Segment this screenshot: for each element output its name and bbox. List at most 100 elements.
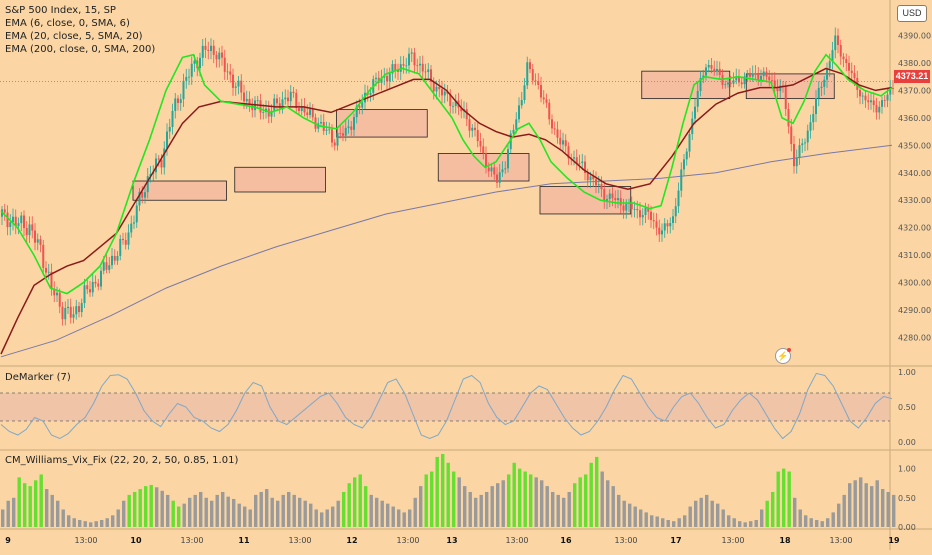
candle-body[interactable] [883, 100, 886, 101]
candle-body[interactable] [861, 95, 864, 97]
candle-body[interactable] [619, 198, 622, 206]
vix-fix-bar[interactable] [314, 509, 318, 527]
candle-body[interactable] [80, 303, 83, 313]
vix-fix-bar[interactable] [45, 489, 49, 527]
candle-body[interactable] [784, 85, 787, 109]
vix-fix-bar[interactable] [798, 509, 802, 527]
vix-fix-bar[interactable] [149, 484, 153, 527]
candle-body[interactable] [845, 59, 848, 64]
vix-fix-bar[interactable] [397, 509, 401, 527]
candle-body[interactable] [435, 86, 438, 92]
candle-body[interactable] [229, 71, 232, 75]
vix-fix-bar[interactable] [782, 468, 786, 527]
vix-fix-bar[interactable] [677, 518, 681, 527]
candle-body[interactable] [793, 144, 795, 167]
vix-fix-bar[interactable] [430, 471, 434, 527]
vix-fix-bar[interactable] [650, 515, 654, 527]
candle-body[interactable] [67, 306, 69, 309]
vix-fix-bar[interactable] [457, 477, 461, 527]
candle-body[interactable] [815, 98, 817, 115]
candle-body[interactable] [556, 129, 559, 138]
vix-fix-bar[interactable] [61, 509, 65, 527]
candle-body[interactable] [284, 97, 287, 100]
candle-body[interactable] [870, 100, 872, 103]
vix-fix-bar[interactable] [138, 489, 142, 527]
vix-fix-bar[interactable] [842, 494, 846, 527]
vix-fix-bar[interactable] [226, 496, 230, 527]
candle-body[interactable] [298, 108, 300, 112]
vix-fix-bar[interactable] [859, 477, 863, 527]
candle-body[interactable] [182, 80, 185, 100]
candle-body[interactable] [273, 98, 276, 111]
candle-body[interactable] [270, 110, 273, 117]
vix-fix-bar[interactable] [419, 486, 423, 527]
vix-fix-bar[interactable] [875, 480, 879, 527]
candle-body[interactable] [581, 161, 584, 163]
candle-body[interactable] [342, 133, 344, 136]
candle-body[interactable] [603, 189, 606, 201]
candle-body[interactable] [465, 109, 468, 120]
vix-fix-bar[interactable] [661, 518, 665, 527]
candle-body[interactable] [724, 84, 727, 86]
vix-fix-bar[interactable] [210, 500, 214, 527]
candle-body[interactable] [875, 105, 878, 113]
vix-fix-bar[interactable] [787, 471, 791, 527]
candle-body[interactable] [179, 99, 182, 103]
candle-body[interactable] [174, 98, 177, 111]
candle-body[interactable] [509, 133, 512, 150]
vix-fix-bar[interactable] [804, 515, 808, 527]
candle-body[interactable] [97, 283, 100, 287]
vix-fix-bar[interactable] [331, 506, 335, 527]
vix-fix-bar[interactable] [89, 522, 93, 527]
vix-fix-bar[interactable] [776, 471, 780, 527]
candle-body[interactable] [311, 109, 314, 118]
demarker-title[interactable]: DeMarker (7) [5, 372, 71, 383]
vix-fix-bar[interactable] [622, 500, 626, 527]
candle-body[interactable] [768, 76, 771, 81]
candle-body[interactable] [842, 56, 845, 60]
candle-body[interactable] [688, 134, 691, 152]
candle-body[interactable] [262, 112, 265, 113]
candle-body[interactable] [408, 53, 410, 66]
vix-fix-bar[interactable] [699, 497, 703, 527]
candle-body[interactable] [50, 271, 53, 289]
vix-fix-bar[interactable] [749, 521, 753, 527]
candle-body[interactable] [831, 50, 834, 62]
candle-body[interactable] [889, 88, 892, 95]
candle-body[interactable] [361, 102, 364, 108]
candle-body[interactable] [878, 106, 881, 113]
candle-body[interactable] [652, 220, 655, 222]
vix-fix-bar[interactable] [1, 509, 5, 527]
candle-body[interactable] [801, 143, 804, 146]
vix-fix-bar[interactable] [50, 494, 54, 527]
candle-body[interactable] [578, 162, 581, 164]
vix-fix-bar[interactable] [474, 497, 478, 527]
candle-body[interactable] [449, 93, 452, 107]
candle-body[interactable] [754, 73, 757, 75]
vix-fix-bar[interactable] [765, 500, 769, 527]
candle-body[interactable] [405, 65, 408, 67]
vix-fix-bar[interactable] [28, 486, 32, 527]
candle-body[interactable] [83, 285, 86, 304]
candle-body[interactable] [344, 127, 347, 136]
candle-body[interactable] [837, 35, 839, 45]
vix-fix-bar[interactable] [831, 512, 835, 527]
vix-fix-bar[interactable] [754, 519, 758, 527]
candle-body[interactable] [674, 206, 677, 217]
vix-fix-bar[interactable] [864, 483, 868, 527]
vix-fix-bar[interactable] [160, 490, 164, 527]
candle-body[interactable] [622, 205, 625, 211]
vix-fix-bar[interactable] [391, 506, 395, 527]
candle-body[interactable] [135, 205, 138, 223]
candle-body[interactable] [540, 84, 542, 98]
candle-body[interactable] [410, 52, 413, 54]
candle-body[interactable] [56, 292, 58, 296]
vix-fix-bar[interactable] [435, 456, 439, 527]
vix-fix-bar[interactable] [771, 491, 775, 527]
candle-body[interactable] [69, 306, 72, 318]
candle-body[interactable] [520, 100, 523, 106]
vix-fix-bar[interactable] [292, 494, 296, 527]
candle-body[interactable] [696, 91, 699, 107]
candle-body[interactable] [493, 167, 496, 175]
vix-fix-bar[interactable] [34, 480, 38, 527]
